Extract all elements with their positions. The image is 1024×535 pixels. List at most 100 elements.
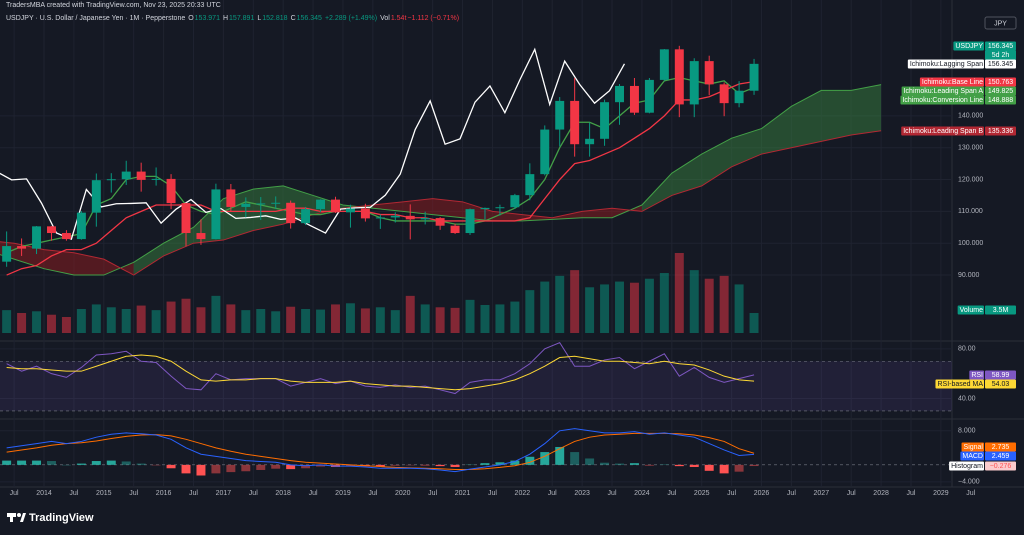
- candle-body: [2, 246, 12, 262]
- volume-bar: [585, 287, 595, 333]
- histogram-bar: [659, 464, 669, 465]
- price-tag-value-bg: [985, 59, 1016, 69]
- x-tick-label: Jul: [249, 490, 258, 497]
- price-tag-label-bg: [949, 461, 984, 471]
- volume-bar: [420, 304, 430, 333]
- price-tag-label: RSI-based MA: [937, 381, 983, 388]
- volume-bar: [704, 278, 714, 333]
- volume-change: −1.112 (−0.71%): [407, 15, 460, 22]
- volume-bar: [106, 307, 116, 333]
- cloud-segment: [791, 90, 822, 148]
- candle-body: [420, 218, 430, 220]
- y-tick-label: 130.000: [958, 145, 983, 152]
- price-tag-label-bg: [953, 41, 984, 51]
- quote-value: 157.891: [229, 15, 255, 22]
- histogram-bar: [465, 464, 475, 465]
- candle-body: [61, 233, 71, 240]
- y-tick-label: −4.000: [958, 479, 980, 486]
- price-tag-label-bg: [961, 442, 984, 452]
- x-tick-label: Jul: [189, 490, 198, 497]
- candle-body: [525, 174, 535, 196]
- candle-body: [734, 90, 744, 104]
- volume-bar: [435, 307, 445, 333]
- histogram-bar: [450, 464, 460, 467]
- histogram-bar: [704, 464, 714, 471]
- volume-bar: [331, 304, 340, 333]
- price-tag-value: 148.888: [988, 97, 1013, 104]
- price-tag-label: Ichimoku:Leading Span B: [903, 128, 983, 135]
- candle-body: [76, 212, 86, 240]
- price-tag-value-bg: [985, 305, 1016, 315]
- currency-box[interactable]: [984, 16, 1017, 30]
- candle-body: [345, 208, 355, 213]
- price-tag-label: Ichimoku:Lagging Span: [910, 61, 983, 68]
- volume-bar: [136, 305, 146, 333]
- volume-bar: [570, 270, 580, 333]
- candle-body: [465, 209, 475, 234]
- price-tag-value-bg: [985, 126, 1016, 136]
- histogram-bar: [286, 464, 296, 470]
- logo-mark: [17, 513, 21, 517]
- price-tag-value: 2.459: [992, 453, 1010, 460]
- volume-bar: [674, 253, 684, 333]
- candle-body: [196, 233, 206, 240]
- histogram-bar: [256, 464, 266, 470]
- histogram-bar: [674, 464, 684, 467]
- price-tag-value: 58.99: [992, 372, 1010, 379]
- volume-bar: [450, 307, 460, 333]
- candle-body: [644, 79, 654, 113]
- volume-bar: [271, 311, 281, 333]
- candle-body: [615, 85, 624, 103]
- logo-text: TradingView: [29, 512, 94, 524]
- volume-bar: [375, 307, 385, 333]
- histogram-bar: [585, 458, 595, 465]
- x-tick-label: Jul: [69, 490, 78, 497]
- price-tag-label-bg: [969, 370, 984, 380]
- volume-bar: [226, 304, 236, 333]
- volume-bar: [2, 310, 12, 333]
- volume-bar: [301, 309, 311, 333]
- volume-bar: [615, 281, 624, 333]
- quote-key: H: [222, 15, 229, 22]
- histogram-bar: [644, 464, 654, 466]
- price-tag-label-bg: [901, 86, 984, 96]
- x-tick-label: 2016: [156, 490, 172, 497]
- candle-body: [226, 189, 236, 207]
- price-tag-label: RSI: [971, 372, 983, 379]
- candle-body: [136, 171, 146, 180]
- candle-body: [585, 138, 595, 145]
- volume-bar: [510, 301, 520, 333]
- histogram-bar: [719, 464, 729, 474]
- volume-bar: [555, 275, 565, 333]
- candle-body: [360, 208, 370, 219]
- x-tick-label: 2024: [634, 490, 650, 497]
- x-tick-label: Jul: [667, 490, 676, 497]
- price-tag-value: 54.03: [992, 381, 1010, 388]
- histogram-bar: [46, 461, 56, 465]
- volume-bar: [600, 284, 610, 333]
- price-tag-value-bg: [985, 77, 1016, 87]
- logo: TradingView: [7, 512, 94, 524]
- histogram-bar: [91, 461, 101, 465]
- histogram-bar: [301, 464, 311, 469]
- x-tick-label: 2027: [814, 490, 830, 497]
- quote-key: C: [290, 15, 296, 22]
- currency: JPY: [994, 20, 1007, 27]
- x-tick-label: 2014: [36, 490, 52, 497]
- volume-bar: [390, 310, 400, 333]
- volume-bar: [719, 275, 729, 333]
- rsi-line: [6, 341, 755, 395]
- histogram-bar: [420, 464, 430, 466]
- price-tag-label-bg: [900, 95, 984, 105]
- histogram-bar: [121, 461, 131, 465]
- candle-body: [659, 49, 669, 80]
- cloud-span-line: [0, 130, 882, 276]
- volume-bar: [644, 278, 654, 333]
- candle-body: [241, 203, 251, 207]
- price-tag-value-bg: [985, 461, 1016, 471]
- volume-bar: [360, 308, 370, 333]
- histogram-bar: [166, 464, 176, 469]
- cloud-segment: [851, 84, 882, 135]
- x-tick-label: Jul: [787, 490, 796, 497]
